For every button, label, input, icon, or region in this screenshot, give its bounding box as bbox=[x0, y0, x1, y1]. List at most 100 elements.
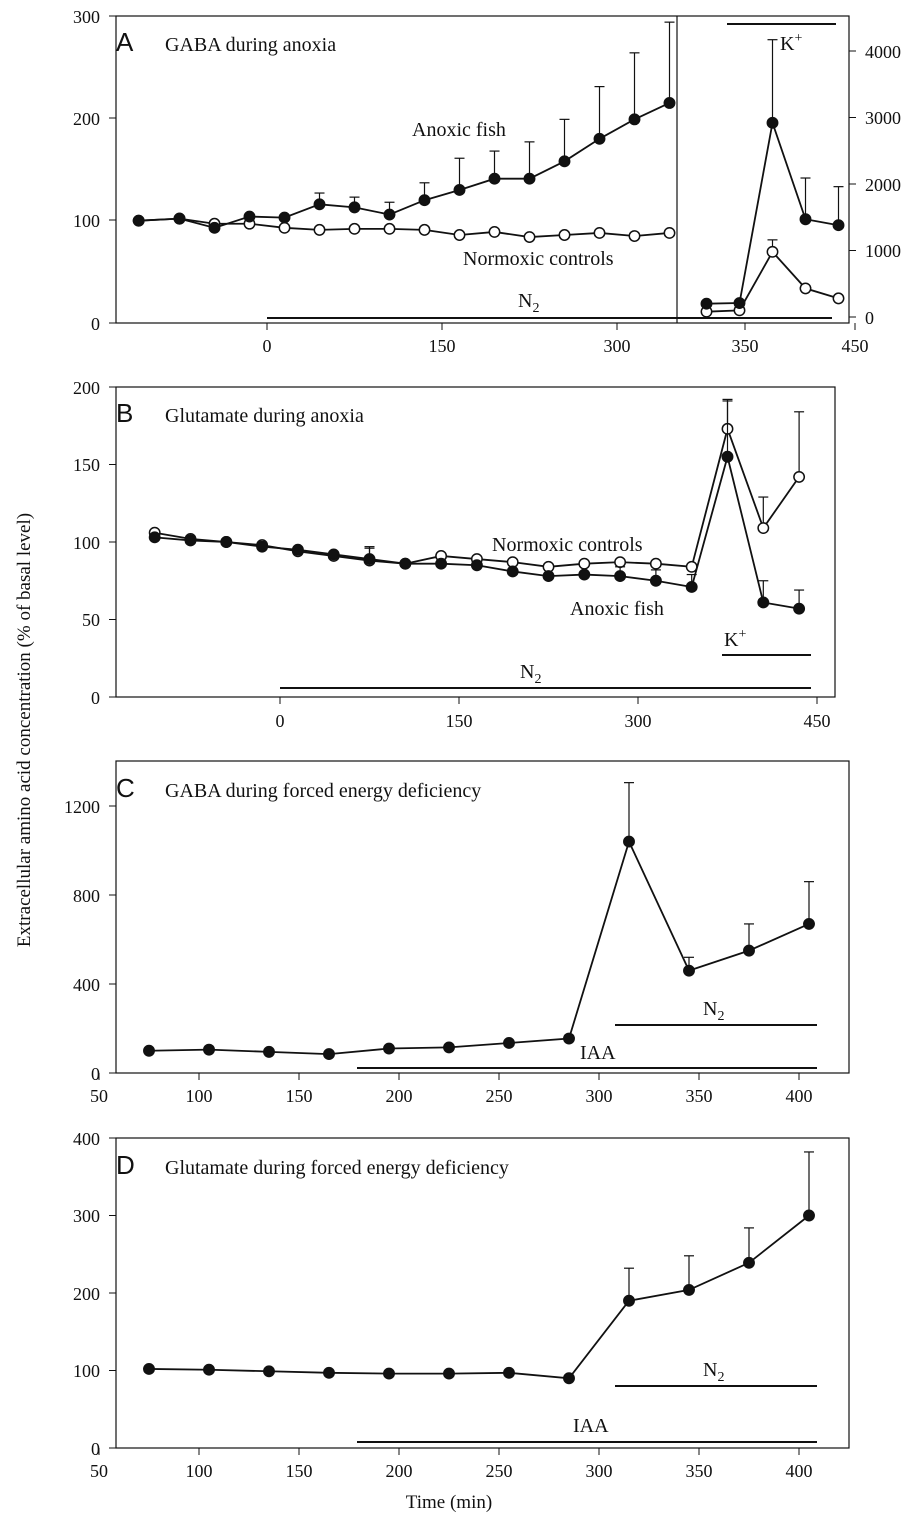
panel-b-x-axis: 0 150 300 450 bbox=[276, 697, 831, 731]
anoxic-point bbox=[663, 97, 676, 109]
y-tick-label: 200 bbox=[73, 1284, 100, 1304]
anoxic-point bbox=[700, 297, 713, 310]
anoxic-point bbox=[757, 596, 770, 609]
panel-c-title: GABA during forced energy deficiency bbox=[165, 780, 481, 802]
y-tick-label: 0 bbox=[91, 314, 100, 334]
bar-label: K+ bbox=[780, 31, 802, 55]
x-tick-label: 50 bbox=[90, 1086, 108, 1106]
gaba-point bbox=[803, 917, 815, 930]
bar-label: N2 bbox=[518, 290, 539, 316]
panel-d-bar-iaa: IAA bbox=[357, 1415, 817, 1443]
y-tick-label: 2000 bbox=[865, 175, 901, 195]
panel-c-letter: C bbox=[116, 773, 135, 803]
glutamate-point bbox=[743, 1256, 755, 1269]
gaba-point bbox=[623, 835, 635, 848]
normoxic-point bbox=[488, 225, 501, 238]
y-tick-label: 150 bbox=[73, 455, 100, 475]
anoxic-point bbox=[184, 534, 197, 547]
y-tick-label: 0 bbox=[865, 308, 874, 328]
panel-a-left-axis: 0 100 200 300 bbox=[73, 7, 116, 334]
bar-label: IAA bbox=[580, 1042, 616, 1064]
anoxic-point bbox=[173, 212, 186, 225]
y-tick-label: 800 bbox=[73, 886, 100, 906]
panel-d-letter: D bbox=[116, 1150, 135, 1180]
normoxic-point bbox=[453, 229, 466, 241]
anoxic-point bbox=[766, 116, 779, 129]
anoxic-line bbox=[138, 102, 670, 229]
glutamate-point bbox=[803, 1209, 815, 1222]
panel-d-title: Glutamate during forced energy deficienc… bbox=[165, 1157, 509, 1179]
gaba-point bbox=[143, 1044, 155, 1057]
panel-a-bar-n2: N2 bbox=[267, 290, 832, 319]
normoxic-point bbox=[348, 222, 361, 235]
x-tick-label: 350 bbox=[686, 1086, 713, 1106]
glutamate-point bbox=[503, 1366, 515, 1379]
x-tick-label: 150 bbox=[429, 336, 456, 356]
panel-d-plot bbox=[143, 1151, 815, 1385]
gaba-point bbox=[743, 944, 755, 957]
x-tick-label: 400 bbox=[786, 1461, 813, 1481]
y-tick-label: 200 bbox=[73, 378, 100, 398]
x-tick-label: 150 bbox=[286, 1086, 313, 1106]
normoxic-point bbox=[614, 556, 627, 569]
series-label-normoxic: Normoxic controls bbox=[492, 534, 643, 556]
anoxic-point bbox=[278, 211, 291, 224]
x-tick-label: 100 bbox=[186, 1461, 213, 1481]
anoxic-point bbox=[313, 198, 326, 211]
x-tick-label: 350 bbox=[686, 1461, 713, 1481]
panel-a-letter: A bbox=[116, 27, 134, 57]
anoxic-point bbox=[383, 208, 396, 221]
panel-c-bar-n2: N2 bbox=[615, 998, 817, 1026]
panel-b-bar-n2: N2 bbox=[280, 661, 811, 689]
gaba-line bbox=[148, 839, 810, 1055]
anoxic-point bbox=[628, 113, 641, 126]
anoxic-point bbox=[399, 557, 412, 570]
glutamate-point bbox=[143, 1363, 155, 1375]
y-tick-label: 400 bbox=[73, 1129, 100, 1149]
glutamate-point bbox=[203, 1363, 215, 1376]
y-tick-label: 1000 bbox=[865, 241, 901, 261]
normoxic-point bbox=[593, 226, 606, 239]
panel-d-y-axis: 0 100 200 300 400 bbox=[73, 1129, 116, 1459]
y-tick-label: 50 bbox=[82, 610, 100, 630]
panel-b-y-axis: 0 50 100 150 200 bbox=[73, 378, 116, 708]
normoxic-line bbox=[138, 217, 670, 238]
x-tick-label: 150 bbox=[446, 711, 473, 731]
normoxic-point bbox=[278, 221, 291, 234]
y-tick-label: 3000 bbox=[865, 108, 901, 128]
anoxic-point bbox=[578, 568, 591, 581]
anoxic-point bbox=[363, 553, 376, 565]
bar-label: IAA bbox=[573, 1415, 609, 1437]
panel-a-x-axis: 0 150 300 350 450 bbox=[263, 323, 869, 356]
glutamate-point bbox=[323, 1366, 335, 1379]
glutamate-point bbox=[263, 1365, 275, 1378]
series-label-anoxic: Anoxic fish bbox=[412, 119, 506, 141]
x-tick-label: 300 bbox=[586, 1086, 613, 1106]
anoxic-point bbox=[348, 201, 361, 214]
panel-a: A GABA during anoxia 0 100 200 300 0 150… bbox=[73, 7, 901, 356]
x-tick-label: 250 bbox=[486, 1461, 513, 1481]
y-tick-label: 0 bbox=[91, 688, 100, 708]
x-tick-label: 300 bbox=[625, 711, 652, 731]
anoxic-point bbox=[220, 536, 233, 548]
x-tick-label: 400 bbox=[786, 1086, 813, 1106]
bar-label: N2 bbox=[703, 998, 724, 1024]
y-tick-label: 100 bbox=[73, 1361, 100, 1381]
anoxic-point bbox=[793, 602, 806, 615]
normoxic-point bbox=[578, 557, 591, 570]
bar-label: N2 bbox=[520, 661, 541, 687]
normoxic-point bbox=[628, 230, 641, 242]
anoxic-point bbox=[470, 559, 483, 572]
y-tick-label: 300 bbox=[73, 1206, 100, 1226]
x-tick-label: 0 bbox=[263, 336, 272, 356]
x-tick-label: 300 bbox=[604, 336, 631, 356]
normoxic-point bbox=[757, 522, 770, 534]
anoxic-point bbox=[418, 194, 431, 207]
panel-a-inset-plot bbox=[700, 39, 845, 318]
panel-c-x-axis: 50 100 150 200 250 300 350 400 bbox=[90, 1073, 813, 1106]
anoxic-point bbox=[523, 172, 536, 185]
x-tick-label: 300 bbox=[586, 1461, 613, 1481]
glutamate-line bbox=[148, 1214, 810, 1380]
panel-b-bar-k: K+ bbox=[722, 627, 811, 656]
panel-c-plot bbox=[143, 782, 815, 1061]
